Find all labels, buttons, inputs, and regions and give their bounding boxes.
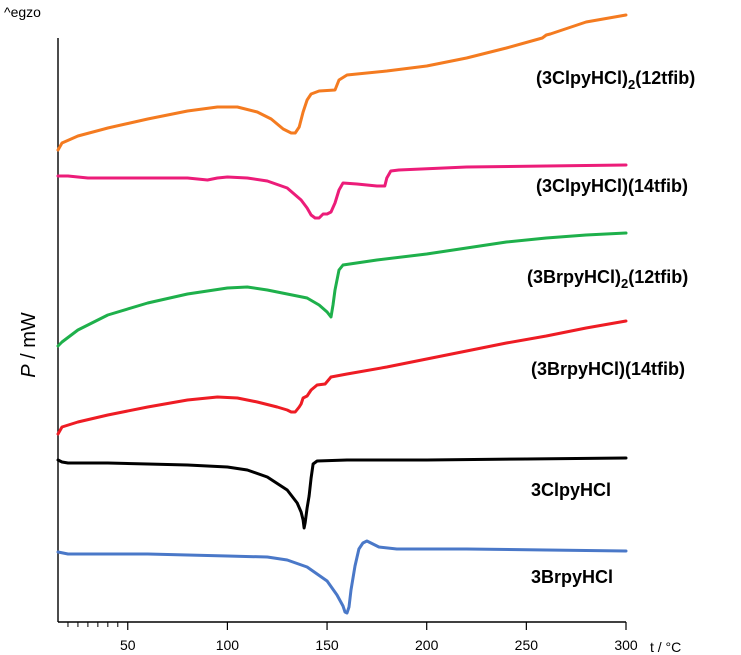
series-label: (3ClpyHCl)(14tfib) <box>536 176 688 196</box>
series-line <box>56 456 628 530</box>
series-line <box>56 319 628 436</box>
series-label-part: 3BrpyHCl <box>531 567 613 587</box>
series-line <box>56 231 628 348</box>
series-label-part: 2 <box>628 77 635 92</box>
y-axis-label: P / mW <box>18 312 40 378</box>
x-axis-title: t / °C <box>650 639 681 655</box>
series-label-part: (3BrpyHCl)(14tfib) <box>531 359 685 379</box>
series-label-part: (3ClpyHCl)(14tfib) <box>536 176 688 196</box>
series-label: 3BrpyHCl <box>531 567 613 587</box>
series-group <box>56 13 628 615</box>
series-label: (3ClpyHCl)2(12tfib) <box>536 68 695 92</box>
x-tick-label: 300 <box>614 637 638 653</box>
x-tick-label: 100 <box>216 637 240 653</box>
series-line <box>56 13 628 152</box>
series-label: 3ClpyHCl <box>531 480 611 500</box>
series-label-part: (3BrpyHCl) <box>527 267 621 287</box>
y-axis-label-symbol: P <box>18 364 40 378</box>
series-label-part: 3ClpyHCl <box>531 480 611 500</box>
series-line <box>56 539 628 615</box>
x-tick-label: 250 <box>515 637 539 653</box>
series-label-part: (12tfib) <box>628 267 688 287</box>
y-axis-label-unit: / mW <box>18 312 40 364</box>
x-tick-label: 150 <box>315 637 339 653</box>
x-tick-label: 50 <box>120 637 136 653</box>
series-label: (3BrpyHCl)(14tfib) <box>531 359 685 379</box>
series-label: (3BrpyHCl)2(12tfib) <box>527 267 688 291</box>
x-tick-label: 200 <box>415 637 439 653</box>
series-label-part: (3ClpyHCl) <box>536 68 628 88</box>
series-labels: (3ClpyHCl)2(12tfib)(3ClpyHCl)(14tfib)(3B… <box>527 68 695 587</box>
series-line <box>56 163 628 220</box>
egzo-note: ^egzo <box>4 4 41 20</box>
x-axis-ticks: 50 100 150 200 250 300 <box>67 622 638 653</box>
series-label-part: (12tfib) <box>635 68 695 88</box>
series-label-part: 2 <box>621 276 628 291</box>
